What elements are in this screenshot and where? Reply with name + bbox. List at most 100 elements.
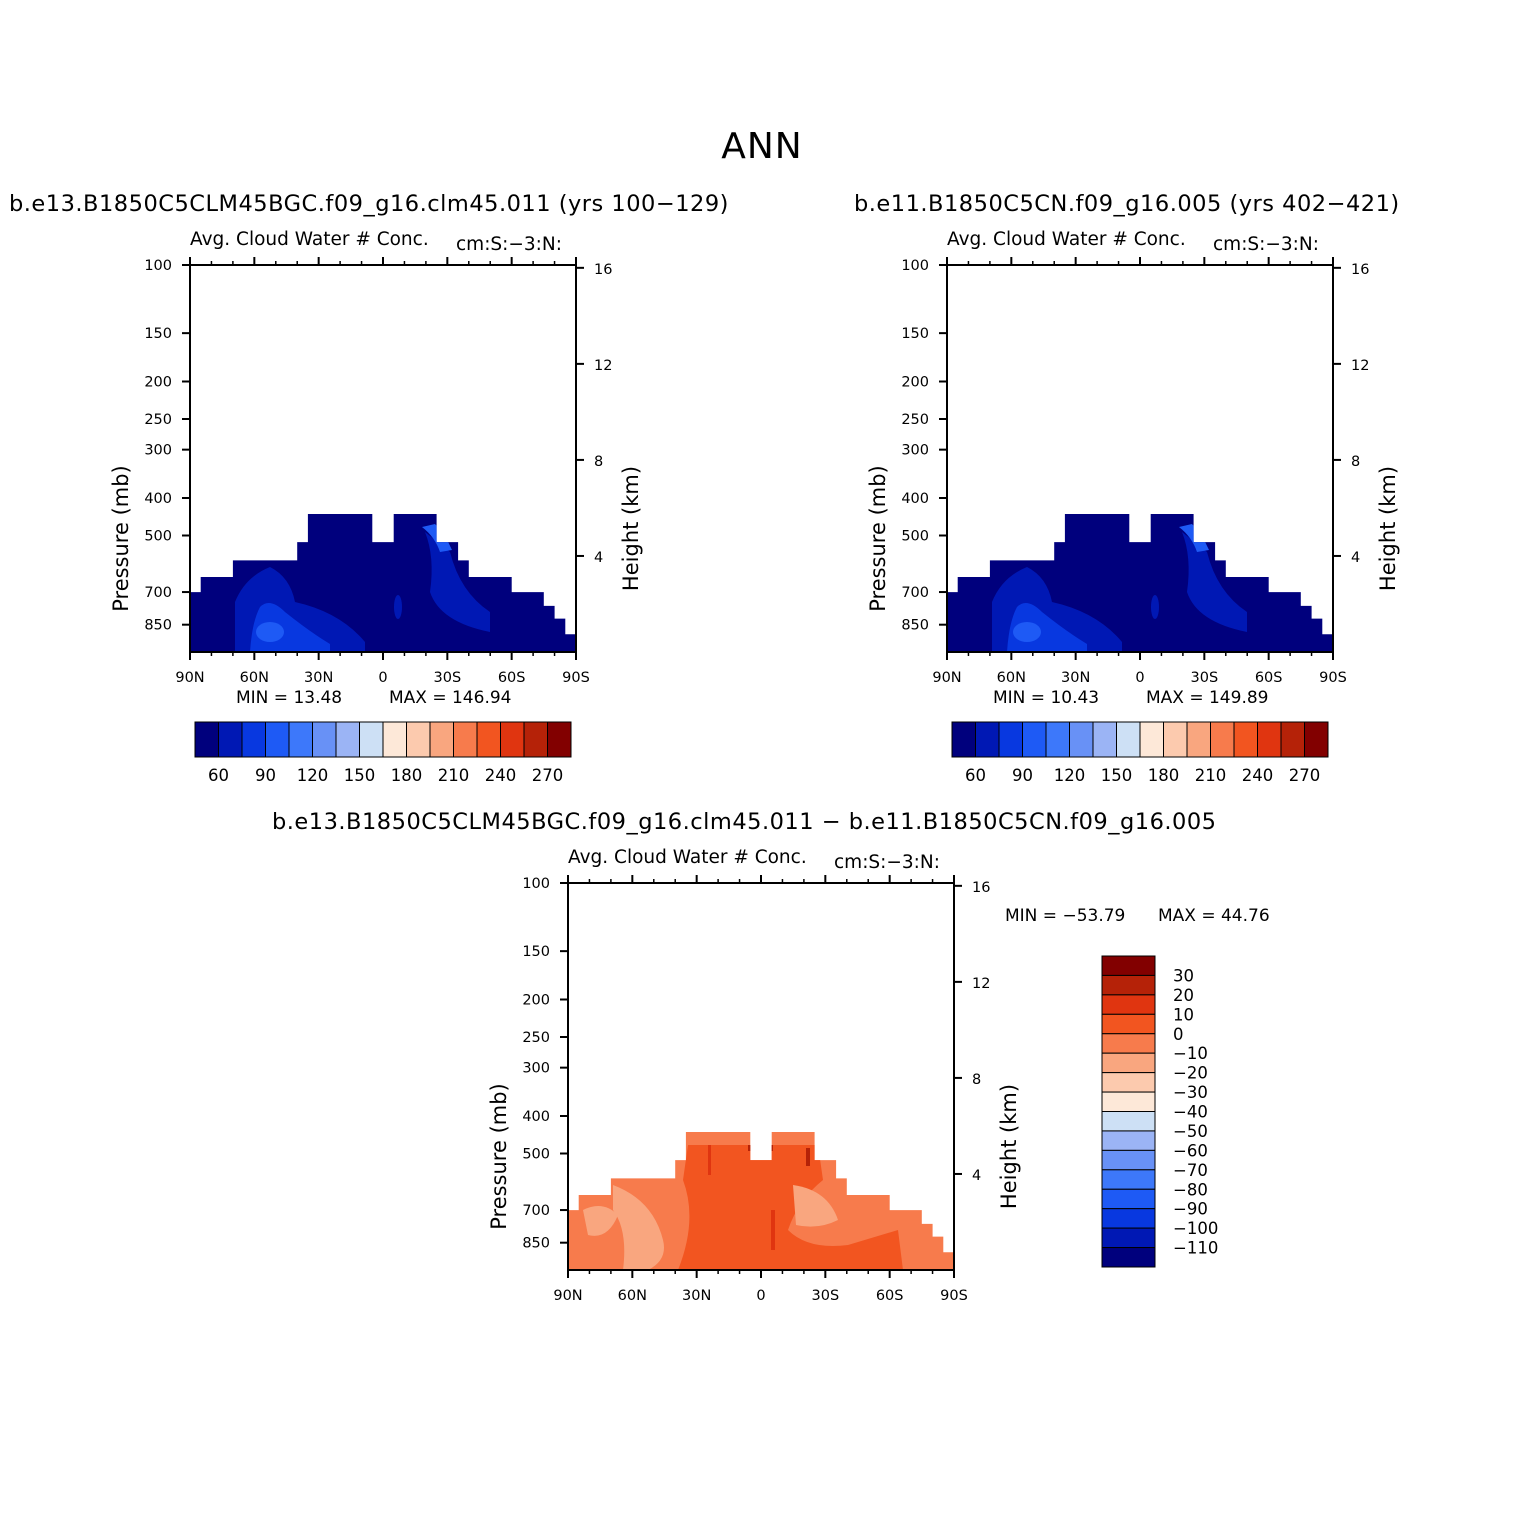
panel2-xtick-label: 60N <box>997 670 1026 686</box>
panel2-colorbar-box <box>1045 721 1070 758</box>
panel3-colorbar-box <box>1101 974 1156 996</box>
panel2-xtick-label: 0 <box>1135 670 1144 686</box>
panel3-fill-nh-patch2 <box>583 1206 618 1236</box>
panel2-fill-eq-patch <box>1151 595 1159 619</box>
figure-title: ANN <box>721 126 803 167</box>
panel1-colorbar-label: 240 <box>485 766 517 785</box>
panel2-ytick-label: 150 <box>901 326 929 342</box>
panel2-min-label: MIN = 10.43 <box>993 688 1100 708</box>
panel2-ytick-label: 300 <box>901 443 929 459</box>
panel3-colorbar-box <box>1101 1033 1156 1054</box>
panel2-colorbar-box <box>1163 721 1188 758</box>
panel2-variable-label: Avg. Cloud Water # Conc. <box>947 229 1186 250</box>
panel1-fill-sh-band <box>425 532 490 632</box>
panel3-colorbar-label: −80 <box>1173 1180 1208 1199</box>
panel1-xtick-label: 60N <box>240 670 269 686</box>
panel3-fill-streak4 <box>806 1148 810 1166</box>
panel3-colorbar-label: 0 <box>1173 1025 1184 1044</box>
panel1-xtick-label: 30N <box>304 670 333 686</box>
panel3-fill-sh-patch <box>793 1185 838 1227</box>
panel3-colorbar-box <box>1101 1013 1156 1035</box>
panel2-y2label: Height (km) <box>1376 466 1400 591</box>
panel2-ytick-label: 500 <box>901 529 929 545</box>
panel3-xtick-label: 90N <box>553 1288 582 1304</box>
panel1-colorbar-label: 120 <box>297 766 329 785</box>
panel2-colorbar-box <box>1257 721 1282 758</box>
panel2-ytick-label: 200 <box>901 374 929 390</box>
panel2-ytick-label: 400 <box>901 491 929 507</box>
panel1-colorbar-box <box>523 721 548 758</box>
panel3-fill-streak1 <box>771 1210 775 1250</box>
panel3-min-label: MIN = −53.79 <box>1005 906 1126 926</box>
panel1-colorbar-label: 90 <box>255 766 276 785</box>
panel2-ytick-label: 250 <box>901 412 929 428</box>
panel2-colorbar-label: 60 <box>965 766 986 785</box>
panel1-xtick-label: 30S <box>434 670 462 686</box>
panel1-colorbar-box <box>335 721 360 758</box>
panel2-ytick-label: 850 <box>901 618 929 634</box>
panel1-ytick-label: 850 <box>144 618 172 634</box>
panel1-xtick-label: 60S <box>498 670 526 686</box>
panel3-xtick-label: 0 <box>756 1288 765 1304</box>
panel1-ylabel: Pressure (mb) <box>109 465 133 612</box>
panel2-colorbar-label: 210 <box>1195 766 1227 785</box>
panel3-colorbar-box <box>1101 1149 1156 1171</box>
panel1-colorbar-label: 60 <box>208 766 229 785</box>
panel2-colorbar-box <box>951 721 976 758</box>
panel3-colorbar-box <box>1101 1091 1156 1112</box>
panel3-ylabel: Pressure (mb) <box>487 1083 511 1230</box>
panel3-colorbar-label: 30 <box>1173 966 1194 985</box>
panel2-colorbar-label: 240 <box>1242 766 1274 785</box>
panel3-colorbar-box <box>1101 994 1156 1015</box>
panel2-xtick-label: 30N <box>1061 670 1090 686</box>
panel3-colorbar-label: −90 <box>1173 1200 1208 1219</box>
panel3-ytick-label: 500 <box>522 1147 550 1163</box>
panel3-colorbar-label: −100 <box>1173 1219 1218 1238</box>
panel1-fill-nh-max <box>256 622 284 642</box>
panel2-colorbar-box <box>1280 721 1305 758</box>
panel1-variable-label: Avg. Cloud Water # Conc. <box>190 229 429 250</box>
panel3-y2tick-label: 12 <box>972 976 990 992</box>
panel1-max-label: MAX = 146.94 <box>389 688 512 708</box>
panel3-variable-label: Avg. Cloud Water # Conc. <box>568 847 807 868</box>
panel3-ytick-label: 850 <box>522 1236 550 1252</box>
panel3-colorbar-label: −40 <box>1173 1103 1208 1122</box>
panel1-ytick-label: 700 <box>144 585 172 601</box>
panel2-colorbar-box <box>1139 721 1164 758</box>
panel2-colorbar-box <box>1186 721 1211 758</box>
panel2-xtick-label: 60S <box>1255 670 1283 686</box>
panel1-colorbar-box <box>500 721 525 758</box>
panel1-colorbar-box <box>429 721 454 758</box>
panel2-y2tick-label: 16 <box>1351 262 1369 278</box>
panel2-colorbar-box <box>1233 721 1258 758</box>
panel2-y2tick-label: 12 <box>1351 358 1369 374</box>
panel3-colorbar-label: 20 <box>1173 986 1194 1005</box>
panel2-colorbar-label: 90 <box>1012 766 1033 785</box>
panel2-case-title: b.e11.B1850C5CN.f09_g16.005 (yrs 402−421… <box>854 191 1400 217</box>
panel2-colorbar-box <box>1069 721 1094 758</box>
panel1-units-label: cm:S:−3:N: <box>456 234 562 255</box>
panel2-xtick-label: 90N <box>932 670 961 686</box>
panel3-colorbar-box <box>1101 1227 1156 1249</box>
panel1-colorbar-label: 210 <box>438 766 470 785</box>
panel3-colorbar-label: −20 <box>1173 1064 1208 1083</box>
panel1-ytick-label: 400 <box>144 491 172 507</box>
panel3-colorbar-box <box>1101 1111 1156 1132</box>
panel2-colorbar-label: 150 <box>1101 766 1133 785</box>
panel3-xtick-label: 60S <box>876 1288 904 1304</box>
panel3-colorbar-label: −110 <box>1173 1239 1218 1258</box>
panel3-colorbar-box <box>1101 1208 1156 1229</box>
panel1-ytick-label: 150 <box>144 326 172 342</box>
panel2-colorbar-label: 180 <box>1148 766 1180 785</box>
panel3-field <box>568 1132 954 1270</box>
panel1-colorbar-box <box>382 721 407 758</box>
panel1-colorbar-label: 180 <box>391 766 423 785</box>
panel1-field <box>190 514 576 652</box>
panel2-colorbar-label: 120 <box>1054 766 1086 785</box>
panel2-y2tick-label: 4 <box>1351 550 1360 566</box>
panel1-xtick-label: 0 <box>378 670 387 686</box>
panel1-ytick-label: 500 <box>144 529 172 545</box>
panel1-xtick-label: 90S <box>562 670 590 686</box>
panel2-colorbar-box <box>1092 721 1117 758</box>
